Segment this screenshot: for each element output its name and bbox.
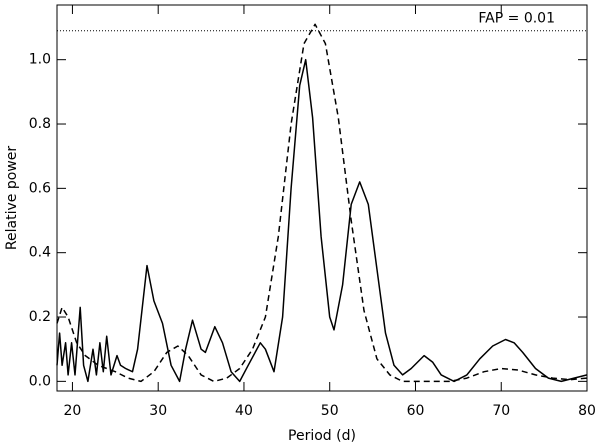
series-line: [56, 58, 588, 383]
x-axis-label: Period (d): [288, 428, 356, 444]
plot-frame: [56, 4, 588, 392]
series-line: [56, 23, 588, 383]
x-tick-label: 40: [235, 403, 253, 419]
threshold-label: FAP = 0.01: [478, 11, 555, 27]
x-tick-label: 70: [492, 403, 510, 419]
y-tick-label: 0.8: [29, 116, 51, 132]
x-tick-label: 20: [64, 403, 82, 419]
y-tick-label: 0.6: [29, 180, 51, 196]
x-tick-label: 60: [407, 403, 425, 419]
y-tick-label: 0.4: [29, 245, 51, 261]
y-tick-label: 0.0: [29, 373, 51, 389]
y-tick-label: 1.0: [29, 52, 51, 68]
x-tick-label: 50: [321, 403, 339, 419]
x-tick-label: 80: [578, 403, 596, 419]
y-axis-label: Relative power: [4, 146, 20, 250]
y-tick-label: 0.2: [29, 309, 51, 325]
x-tick-label: 30: [149, 403, 167, 419]
